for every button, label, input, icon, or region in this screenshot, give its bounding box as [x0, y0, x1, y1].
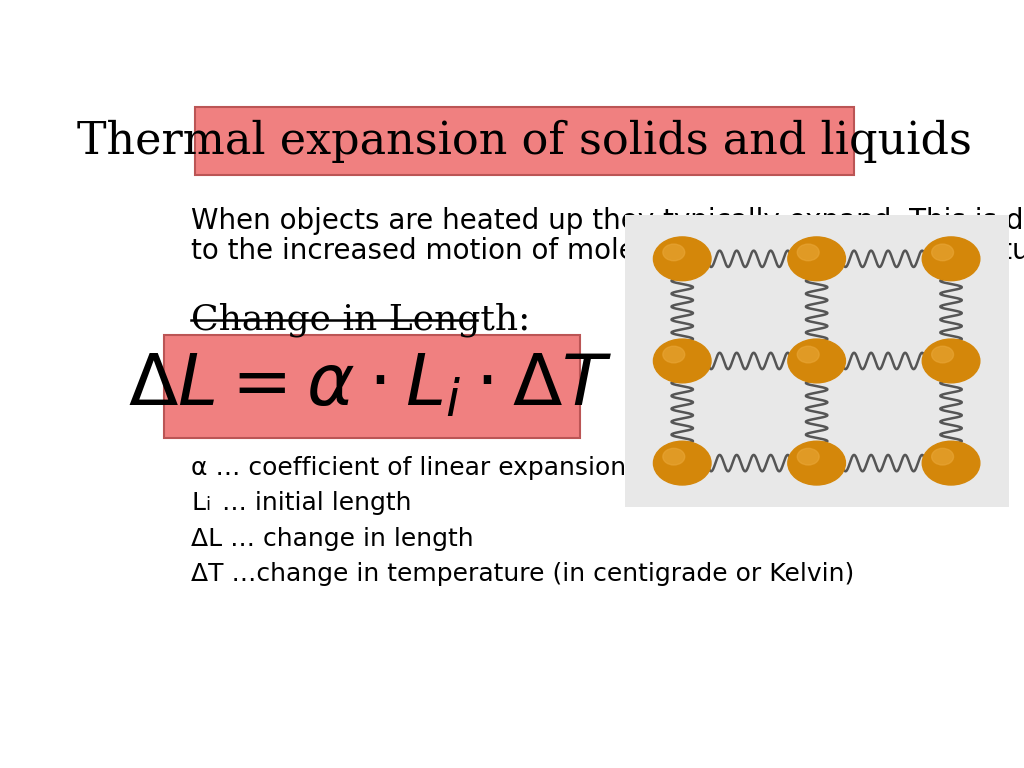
Circle shape: [923, 237, 980, 280]
Circle shape: [932, 244, 953, 260]
Circle shape: [932, 346, 953, 362]
Circle shape: [787, 339, 846, 382]
Circle shape: [663, 346, 685, 362]
Text: … initial length: … initial length: [214, 492, 412, 515]
Circle shape: [798, 449, 819, 465]
Circle shape: [663, 244, 685, 260]
Text: to the increased motion of molecules at elevated temperatures.: to the increased motion of molecules at …: [191, 237, 1024, 265]
FancyBboxPatch shape: [164, 335, 581, 438]
Circle shape: [787, 441, 846, 485]
Circle shape: [787, 237, 846, 280]
Text: When objects are heated up they typically expand. This is due: When objects are heated up they typicall…: [191, 207, 1024, 236]
Circle shape: [923, 339, 980, 382]
Circle shape: [653, 441, 711, 485]
Text: Change in Length:: Change in Length:: [191, 302, 530, 336]
Circle shape: [923, 441, 980, 485]
Circle shape: [798, 346, 819, 362]
Text: $\Delta L = \alpha \cdot L_i \cdot \Delta T$: $\Delta L = \alpha \cdot L_i \cdot \Delt…: [128, 352, 612, 421]
Circle shape: [798, 244, 819, 260]
Text: ΔL … change in length: ΔL … change in length: [191, 527, 474, 551]
Text: Thermal expansion of solids and liquids: Thermal expansion of solids and liquids: [78, 120, 972, 163]
Circle shape: [653, 339, 711, 382]
Circle shape: [663, 449, 685, 465]
FancyBboxPatch shape: [196, 107, 854, 175]
Text: α … coefficient of linear expansion: α … coefficient of linear expansion: [191, 456, 627, 480]
Circle shape: [932, 449, 953, 465]
Text: ΔT …change in temperature (in centigrade or Kelvin): ΔT …change in temperature (in centigrade…: [191, 562, 855, 586]
Text: i: i: [205, 496, 210, 514]
Circle shape: [653, 237, 711, 280]
Text: L: L: [191, 492, 206, 515]
